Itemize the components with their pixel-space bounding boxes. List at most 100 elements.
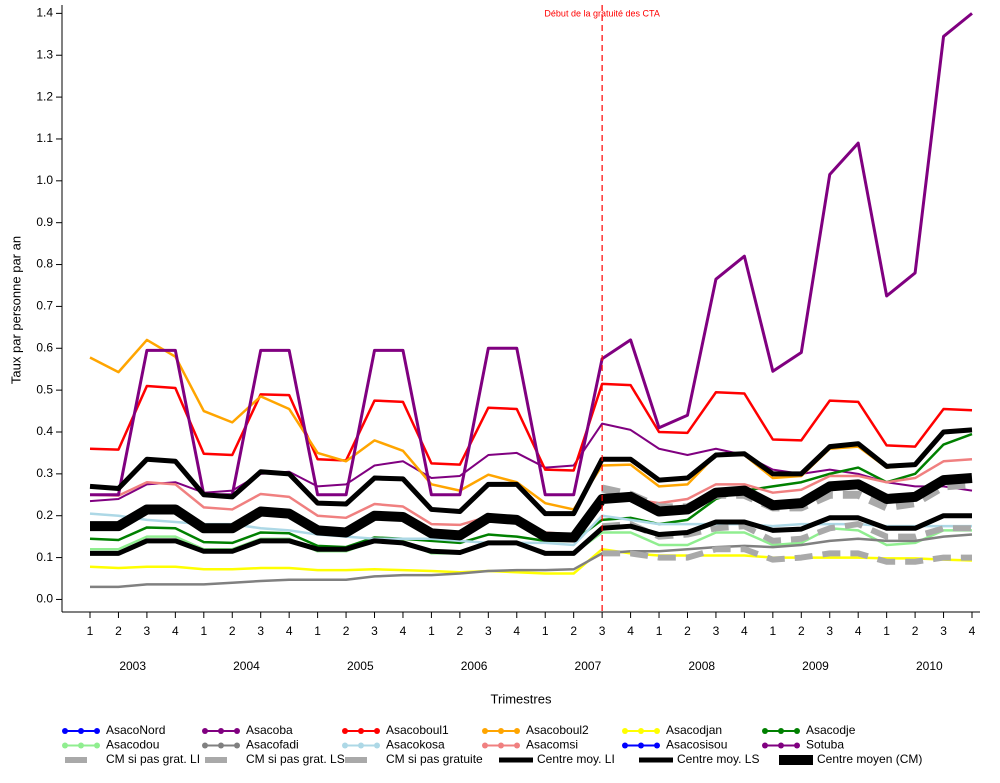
x-tick-label: 2 bbox=[229, 624, 236, 638]
year-label: 2004 bbox=[233, 659, 260, 673]
year-label: 2006 bbox=[461, 659, 488, 673]
legend-label: Asacofadi bbox=[246, 738, 299, 752]
series-line bbox=[89, 422, 973, 503]
legend-marker bbox=[654, 742, 660, 749]
legend-marker bbox=[762, 728, 768, 734]
x-tick-label: 1 bbox=[883, 624, 890, 638]
y-tick-label: 0.0 bbox=[36, 592, 53, 606]
y-tick-label: 0.3 bbox=[36, 466, 53, 480]
legend-marker bbox=[794, 742, 800, 749]
legend-label: Asacoboul2 bbox=[526, 723, 589, 737]
x-axis-title: Trimestres bbox=[491, 691, 552, 706]
legend-marker bbox=[202, 742, 208, 749]
x-tick-label: 1 bbox=[769, 624, 776, 638]
legend-marker bbox=[482, 742, 488, 749]
legend-label: Asacoba bbox=[246, 723, 293, 737]
legend-label: Asacodjan bbox=[666, 723, 722, 737]
series-line bbox=[602, 546, 972, 565]
y-tick-label: 0.5 bbox=[36, 382, 53, 396]
y-tick-label: 1.1 bbox=[36, 131, 53, 145]
year-label: 2010 bbox=[916, 659, 943, 673]
x-tick-label: 1 bbox=[87, 624, 94, 638]
x-tick-label: 2 bbox=[343, 624, 350, 638]
y-tick-label: 1.4 bbox=[36, 6, 53, 20]
legend-marker bbox=[374, 728, 380, 734]
x-tick-label: 1 bbox=[314, 624, 321, 638]
legend-marker bbox=[374, 742, 380, 749]
x-tick-label: 4 bbox=[513, 624, 520, 638]
legend-marker bbox=[778, 742, 784, 749]
year-label: 2008 bbox=[688, 659, 715, 673]
series-line bbox=[89, 427, 973, 517]
legend-label: Asacokosa bbox=[386, 738, 445, 752]
y-tick-label: 0.2 bbox=[36, 508, 53, 522]
series-line bbox=[89, 382, 973, 472]
legend-marker bbox=[778, 728, 784, 734]
y-tick-label: 0.8 bbox=[36, 257, 53, 271]
x-tick-label: 2 bbox=[798, 624, 805, 638]
legend-marker bbox=[654, 728, 660, 734]
x-tick-label: 4 bbox=[855, 624, 862, 638]
legend-marker bbox=[622, 742, 628, 749]
legend-marker bbox=[234, 728, 240, 734]
x-tick-label: 3 bbox=[257, 624, 264, 638]
year-label: 2003 bbox=[119, 659, 146, 673]
legend-marker bbox=[94, 728, 100, 734]
legend-label: Sotuba bbox=[806, 738, 844, 752]
x-tick-label: 2 bbox=[684, 624, 691, 638]
x-tick-label: 4 bbox=[286, 624, 293, 638]
legend-marker bbox=[638, 742, 644, 749]
x-tick-label: 2 bbox=[912, 624, 919, 638]
x-tick-label: 2 bbox=[570, 624, 577, 638]
series-line bbox=[90, 513, 972, 556]
legend-marker bbox=[794, 728, 800, 734]
x-tick-label: 4 bbox=[400, 624, 407, 638]
legend-marker bbox=[78, 742, 84, 749]
x-tick-label: 3 bbox=[485, 624, 492, 638]
legend-label: AsacoNord bbox=[106, 723, 165, 737]
series-line bbox=[90, 473, 973, 543]
x-tick-label: 3 bbox=[713, 624, 720, 638]
legend-label: Asacomsi bbox=[526, 738, 578, 752]
legend-marker bbox=[638, 728, 644, 734]
x-tick-label: 4 bbox=[627, 624, 634, 638]
annotation-text: Début de la gratuité des CTA bbox=[544, 8, 659, 18]
legend-label: Asacodje bbox=[806, 723, 856, 737]
x-tick-label: 3 bbox=[940, 624, 947, 638]
legend-marker bbox=[762, 742, 768, 749]
y-axis-title: Taux par personne par an bbox=[8, 236, 23, 384]
series-line bbox=[90, 533, 973, 589]
legend-label: Centre moy. LS bbox=[677, 752, 759, 766]
legend-marker bbox=[498, 728, 504, 734]
legend-marker bbox=[218, 742, 224, 749]
series-line bbox=[89, 547, 973, 575]
legend-marker bbox=[514, 728, 520, 734]
x-tick-label: 3 bbox=[144, 624, 151, 638]
legend-label: Centre moyen (CM) bbox=[817, 752, 922, 766]
x-tick-label: 1 bbox=[656, 624, 663, 638]
legend-marker bbox=[514, 742, 520, 749]
legend-marker bbox=[218, 728, 224, 734]
x-tick-label: 3 bbox=[371, 624, 378, 638]
y-tick-label: 0.1 bbox=[36, 550, 53, 564]
legend-marker bbox=[62, 728, 68, 734]
y-tick-label: 1.3 bbox=[36, 47, 53, 61]
y-tick-label: 1.0 bbox=[36, 173, 53, 187]
y-tick-label: 0.9 bbox=[36, 215, 53, 229]
legend-marker bbox=[202, 728, 208, 734]
y-tick-label: 0.6 bbox=[36, 340, 53, 354]
legend-marker bbox=[482, 728, 488, 734]
y-tick-label: 0.4 bbox=[36, 424, 53, 438]
series-line bbox=[90, 12, 973, 497]
x-tick-label: 1 bbox=[542, 624, 549, 638]
legend-label: CM si pas grat. LS bbox=[246, 752, 345, 766]
legend-marker bbox=[94, 742, 100, 749]
x-tick-label: 3 bbox=[599, 624, 606, 638]
legend-label: Centre moy. LI bbox=[537, 752, 615, 766]
legend-marker bbox=[622, 728, 628, 734]
legend-label: Asacosisou bbox=[666, 738, 727, 752]
legend-label: Asacoboul1 bbox=[386, 723, 449, 737]
x-tick-label: 4 bbox=[741, 624, 748, 638]
